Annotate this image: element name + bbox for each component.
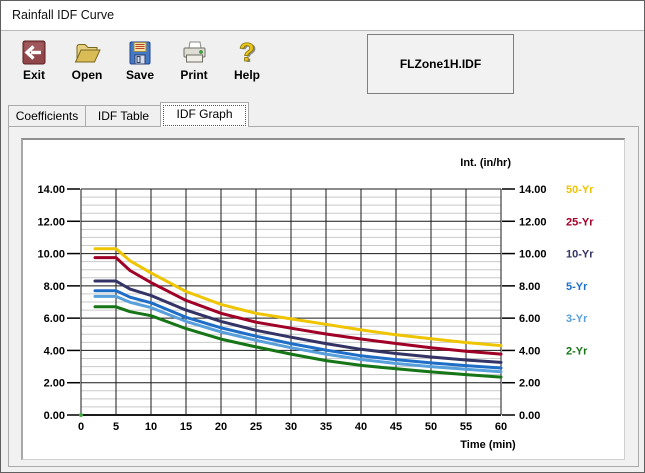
idf-chart-svg: 14.00 14.00 12.00 12.00 10.00 10.00 8.00 8.00 6.… bbox=[37, 157, 594, 451]
chart-plot-area: 14.00 14.00 12.00 12.00 10.00 10.00 8.00 8.00 6.… bbox=[37, 184, 546, 433]
current-file-panel: FLZone1H.IDF bbox=[367, 34, 514, 94]
x-axis-label: 55 bbox=[460, 421, 472, 433]
legend-entry-25-yr: 25-Yr bbox=[566, 216, 594, 228]
y-axis-label-left: 14.00 bbox=[37, 184, 65, 196]
y-axis-label-left: 0.00 bbox=[44, 410, 65, 422]
idf-curve-3-yr bbox=[93, 294, 503, 374]
x-axis-label: 50 bbox=[425, 421, 437, 433]
y-axis-label-right: 10.00 bbox=[519, 249, 547, 261]
open-button[interactable]: Open bbox=[64, 39, 110, 97]
tab-coefficients-label: Coefficients bbox=[15, 109, 79, 123]
y-axis-label-left: 4.00 bbox=[44, 345, 65, 357]
window-title: Rainfall IDF Curve bbox=[12, 8, 115, 22]
print-icon bbox=[180, 39, 208, 67]
exit-label: Exit bbox=[22, 68, 45, 82]
print-label: Print bbox=[180, 68, 208, 82]
idf-curve-5-yr bbox=[93, 289, 503, 370]
x-axis-label: 30 bbox=[285, 421, 297, 433]
y-axis-label-right: 2.00 bbox=[519, 378, 540, 390]
y-axis-title: Int. (in/hr) bbox=[460, 157, 511, 169]
title-bar: Rainfall IDF Curve bbox=[1, 1, 644, 31]
legend-entry-50-yr: 50-Yr bbox=[566, 184, 594, 196]
tab-idf-graph[interactable]: IDF Graph bbox=[160, 102, 249, 127]
y-axis-label-right: 4.00 bbox=[519, 345, 540, 357]
idf-curve-2-yr bbox=[93, 305, 503, 379]
legend-entry-10-yr: 10-Yr bbox=[566, 249, 594, 261]
svg-text:?: ? bbox=[239, 39, 255, 67]
tab-focus-rect bbox=[163, 105, 246, 126]
y-axis-label-right: 0.00 bbox=[519, 410, 540, 422]
legend-entry-3-yr: 3-Yr bbox=[566, 313, 588, 325]
tab-strip: Coefficients IDF Table IDF Graph bbox=[1, 102, 644, 127]
x-axis-label: 10 bbox=[145, 421, 157, 433]
y-axis-label-left: 12.00 bbox=[37, 216, 65, 228]
x-axis-label: 20 bbox=[215, 421, 227, 433]
open-folder-icon bbox=[73, 39, 101, 67]
svg-text:?: ? bbox=[241, 39, 257, 67]
x-axis-label: 35 bbox=[320, 421, 332, 433]
idf-curve-10-yr bbox=[93, 279, 503, 364]
y-axis-label-left: 2.00 bbox=[44, 378, 65, 390]
help-question-icon: ? ? bbox=[233, 37, 261, 68]
y-axis-label-right: 12.00 bbox=[519, 216, 547, 228]
x-axis-label: 25 bbox=[250, 421, 262, 433]
y-axis-label-right: 8.00 bbox=[519, 281, 540, 293]
x-axis-label: 5 bbox=[113, 421, 119, 433]
origin-marker bbox=[79, 413, 83, 417]
y-axis-label-right: 6.00 bbox=[519, 313, 540, 325]
x-axis-label: 40 bbox=[355, 421, 367, 433]
print-button[interactable]: Print bbox=[171, 39, 217, 97]
idf-graph-tab-panel: 14.00 14.00 12.00 12.00 10.00 10.00 8.00 8.00 6.… bbox=[8, 126, 639, 467]
idf-curve-50-yr bbox=[93, 247, 503, 348]
open-label: Open bbox=[71, 68, 103, 82]
current-file-name: FLZone1H.IDF bbox=[399, 57, 482, 71]
y-axis-label-left: 8.00 bbox=[44, 281, 65, 293]
idf-curve-25-yr bbox=[93, 256, 503, 356]
y-axis-label-left: 6.00 bbox=[44, 313, 65, 325]
x-axis-label: 0 bbox=[78, 421, 84, 433]
help-button[interactable]: ? ? Help bbox=[224, 37, 270, 97]
save-label: Save bbox=[125, 68, 155, 82]
save-floppy-icon bbox=[126, 39, 154, 67]
exit-button[interactable]: Exit bbox=[11, 39, 57, 97]
x-axis-title: Time (min) bbox=[460, 439, 516, 451]
x-axis-label: 45 bbox=[390, 421, 402, 433]
x-axis-label: 15 bbox=[180, 421, 192, 433]
save-button[interactable]: Save bbox=[117, 39, 163, 97]
tab-idf-table[interactable]: IDF Table bbox=[85, 105, 162, 127]
help-label: Help bbox=[233, 68, 260, 82]
tab-idf-graph-label: IDF Graph bbox=[176, 107, 233, 121]
x-axis-label: 60 bbox=[495, 421, 507, 433]
exit-icon bbox=[20, 39, 48, 67]
legend-entry-2-yr: 2-Yr bbox=[566, 345, 588, 357]
idf-chart: 14.00 14.00 12.00 12.00 10.00 10.00 8.00 8.00 6.… bbox=[21, 138, 625, 460]
toolbar: Exit Open Save bbox=[1, 31, 644, 102]
y-axis-label-right: 14.00 bbox=[519, 184, 547, 196]
tab-coefficients[interactable]: Coefficients bbox=[8, 105, 86, 127]
tab-idf-table-label: IDF Table bbox=[97, 109, 150, 123]
y-axis-label-left: 10.00 bbox=[37, 249, 65, 261]
legend-entry-5-yr: 5-Yr bbox=[566, 281, 588, 293]
